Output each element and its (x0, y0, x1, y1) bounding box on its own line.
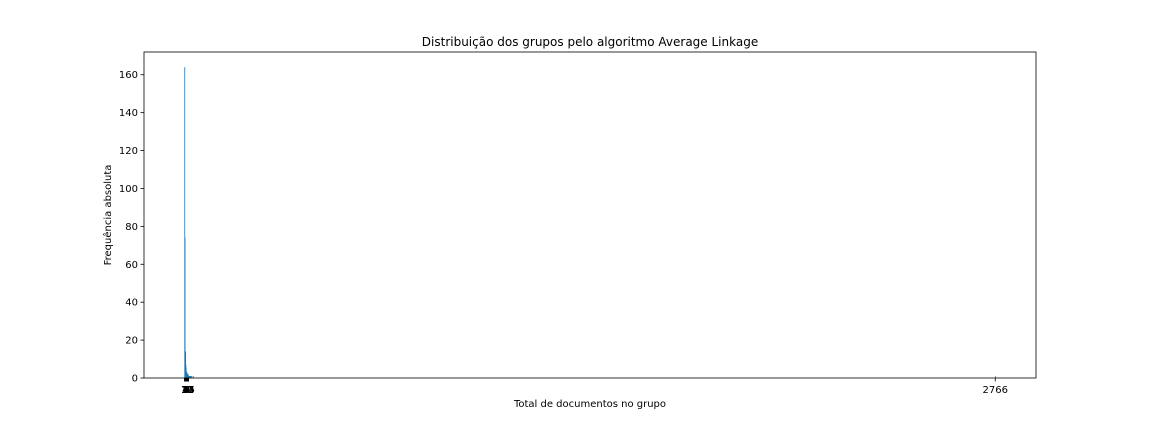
x-tick-label: 13 (182, 385, 195, 396)
y-tick-label: 100 (119, 184, 138, 195)
y-tick-label: 0 (132, 374, 138, 385)
bar (189, 376, 191, 378)
bar (995, 376, 996, 378)
y-tick-label: 40 (125, 298, 138, 309)
x-tick-label: 8 (183, 385, 189, 396)
x-tick-label: 12 (181, 385, 194, 396)
x-tick-label: 15 (182, 385, 195, 396)
bars (184, 67, 996, 378)
x-tick-label: 1 (181, 385, 187, 396)
x-tick-label: 5 (182, 385, 188, 396)
bar (189, 376, 191, 378)
x-tick-label: 4 (182, 385, 188, 396)
y-tick-label: 160 (119, 70, 138, 81)
bar (184, 67, 186, 378)
x-tick-label: 9 (184, 385, 190, 396)
x-tick-label: 2766 (983, 385, 1008, 396)
y-tick-label: 80 (125, 222, 138, 233)
bar (190, 376, 192, 378)
x-tick-label: 7 (183, 385, 189, 396)
x-tick-label: 11 (181, 385, 194, 396)
bar (191, 376, 193, 378)
bar (192, 376, 194, 378)
x-tick-label: 2 (182, 385, 188, 396)
y-tick-label: 20 (125, 336, 138, 347)
x-tick-label: 10 (181, 385, 194, 396)
x-tick-label: 6 (183, 385, 189, 396)
y-axis-label: Frequência absoluta (102, 165, 114, 266)
bar (184, 237, 186, 378)
x-tick-label: 14 (182, 385, 195, 396)
y-axis: 0 20 40 60 80 100 120 140 160 (119, 70, 144, 385)
chart-title: Distribuição dos grupos pelo algoritmo A… (422, 35, 758, 49)
y-tick-label: 140 (119, 108, 138, 119)
y-tick-label: 60 (125, 260, 138, 271)
x-axis-label: Total de documentos no grupo (513, 399, 666, 410)
x-tick-label: 3 (182, 385, 188, 396)
plot-frame (143, 51, 1037, 379)
y-tick-label: 120 (119, 146, 138, 157)
